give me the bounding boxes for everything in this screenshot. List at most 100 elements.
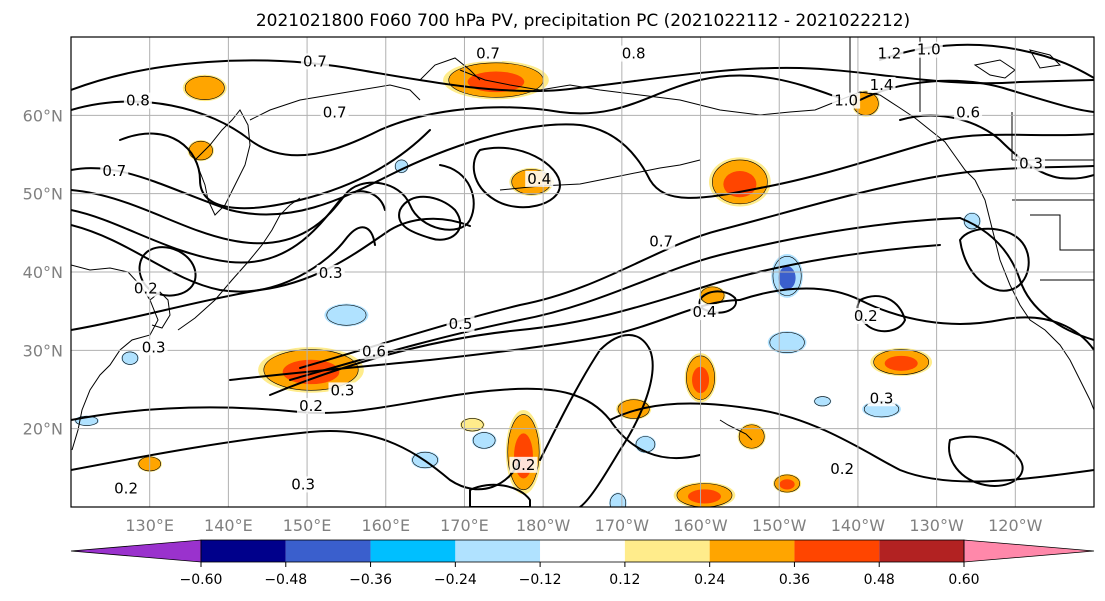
contour-label: 0.3 bbox=[331, 381, 355, 399]
precip-blob bbox=[505, 410, 542, 495]
map-title: 2021021800 F060 700 hPa PV, precipitatio… bbox=[256, 11, 910, 31]
contour-label-bg bbox=[851, 308, 880, 324]
contour-label: 0.8 bbox=[126, 92, 150, 110]
precip-blob bbox=[443, 60, 549, 100]
coastline-state-borders bbox=[849, 37, 1094, 281]
pv-contour bbox=[472, 146, 561, 209]
longitude-label: 180°W bbox=[516, 516, 571, 535]
coastline-alaska bbox=[459, 69, 976, 181]
coastline-hawaii bbox=[719, 419, 753, 441]
colorbar-tick-label: −0.36 bbox=[349, 572, 392, 588]
precip-blob bbox=[121, 351, 139, 366]
colorbar-segment bbox=[624, 540, 710, 562]
latitude-label: 30°N bbox=[23, 341, 63, 360]
coastline-asia bbox=[71, 264, 159, 451]
pv-contour bbox=[299, 165, 1094, 369]
contour-label-bg bbox=[300, 53, 329, 70]
pv-contour bbox=[959, 217, 1094, 341]
pv-contour bbox=[948, 435, 1024, 487]
contour-label: 0.2 bbox=[854, 307, 878, 325]
colorbar-tick-label: 0.36 bbox=[779, 572, 810, 588]
coastline-north-america bbox=[974, 179, 1094, 411]
colorbar-frame bbox=[200, 539, 965, 563]
contour-label: 1.0 bbox=[917, 41, 941, 59]
precip-core bbox=[778, 266, 796, 290]
coastline-kamchatka bbox=[194, 109, 251, 216]
contour-label: 0.2 bbox=[134, 280, 158, 298]
colorbar-tick-label: 0.24 bbox=[694, 572, 725, 588]
pv-contours bbox=[71, 43, 1094, 507]
pv-contour bbox=[71, 217, 471, 331]
contour-label-bg bbox=[131, 280, 160, 297]
colorbar-extend-high bbox=[963, 539, 1095, 563]
precip-blob bbox=[394, 159, 409, 174]
colorbar-tick-label: 0.48 bbox=[864, 572, 895, 588]
precip-blob bbox=[471, 431, 497, 450]
pv-contour bbox=[71, 164, 475, 245]
longitude-label: 130°W bbox=[909, 516, 964, 535]
contour-label-bg bbox=[954, 104, 983, 121]
contour-label-bg bbox=[832, 92, 861, 109]
map-panel: 0.7 0.7 0.8 1.2 1.0 1.4 1.0 0.6 0.3 0.8 0.7 0.7 0.4 0… bbox=[23, 36, 1095, 535]
contour-label: 0.4 bbox=[527, 170, 551, 188]
pv-contour bbox=[469, 483, 531, 507]
contour-label: 0.8 bbox=[622, 45, 646, 63]
contour-label-bg bbox=[328, 382, 357, 399]
precip-blob bbox=[851, 90, 880, 117]
precip-blob bbox=[813, 395, 832, 407]
coastline-siberia bbox=[249, 84, 421, 121]
longitude-label: 150°W bbox=[752, 516, 807, 535]
precip-shade bbox=[769, 332, 805, 353]
contour-label-bg bbox=[123, 92, 152, 109]
contour-label-bg bbox=[359, 343, 388, 360]
precip-blob bbox=[182, 74, 227, 102]
longitude-label: 120°W bbox=[988, 516, 1043, 535]
precip-core bbox=[687, 489, 721, 504]
contour-label: 0.2 bbox=[830, 460, 854, 478]
contour-label: 0.3 bbox=[1019, 154, 1043, 172]
latitude-labels: 20°N 30°N 40°N 50°N 60°N bbox=[23, 106, 63, 438]
precip-blob bbox=[737, 423, 766, 450]
colorbar: −0.60 −0.48 −0.36 −0.24 −0.12 0.12 0.24 0.36 0.4… bbox=[70, 539, 1095, 588]
longitude-label: 170°W bbox=[595, 516, 650, 535]
contour-label: 0.5 bbox=[449, 315, 473, 333]
colorbar-segment bbox=[455, 540, 541, 562]
longitude-label: 140°W bbox=[831, 516, 886, 535]
contour-label-bg bbox=[867, 390, 896, 407]
contour-label: 0.3 bbox=[142, 338, 166, 356]
pv-contour bbox=[119, 129, 431, 210]
contour-label-bg bbox=[914, 41, 943, 58]
longitude-label: 170°E bbox=[440, 516, 489, 535]
contour-label-bg bbox=[867, 76, 896, 93]
contour-label: 0.3 bbox=[291, 475, 315, 493]
precip-blob bbox=[673, 482, 736, 507]
precip-core bbox=[884, 355, 918, 371]
pv-contour bbox=[269, 244, 941, 396]
coastline-japan bbox=[177, 197, 301, 331]
precip-blob bbox=[634, 435, 657, 454]
precip-shade bbox=[738, 424, 765, 449]
contour-label-bg bbox=[446, 315, 475, 332]
contour-label: 0.7 bbox=[323, 103, 347, 121]
contour-label: 0.2 bbox=[114, 479, 138, 497]
coastline-chukotka bbox=[419, 57, 481, 81]
precip-blob bbox=[870, 348, 933, 377]
precip-blob bbox=[709, 157, 771, 207]
colorbar-extend-low bbox=[70, 539, 202, 563]
contour-label: 0.7 bbox=[476, 45, 500, 63]
colorbar-tick-label: −0.48 bbox=[264, 572, 307, 588]
precip-shade bbox=[609, 493, 627, 507]
colorbar-segment bbox=[201, 540, 286, 562]
contour-label-bg bbox=[112, 480, 141, 497]
pv-contour bbox=[879, 43, 1094, 79]
contour-label-bg bbox=[690, 304, 719, 321]
pv-contour bbox=[138, 246, 197, 297]
colorbar-segment bbox=[285, 540, 371, 562]
colorbar-segment bbox=[879, 540, 964, 562]
contour-label: 0.3 bbox=[319, 264, 343, 282]
colorbar-segment bbox=[540, 540, 625, 562]
colorbar-tick-label: −0.60 bbox=[180, 572, 223, 588]
precip-shade bbox=[814, 396, 831, 407]
contour-label: 0.6 bbox=[362, 342, 386, 360]
